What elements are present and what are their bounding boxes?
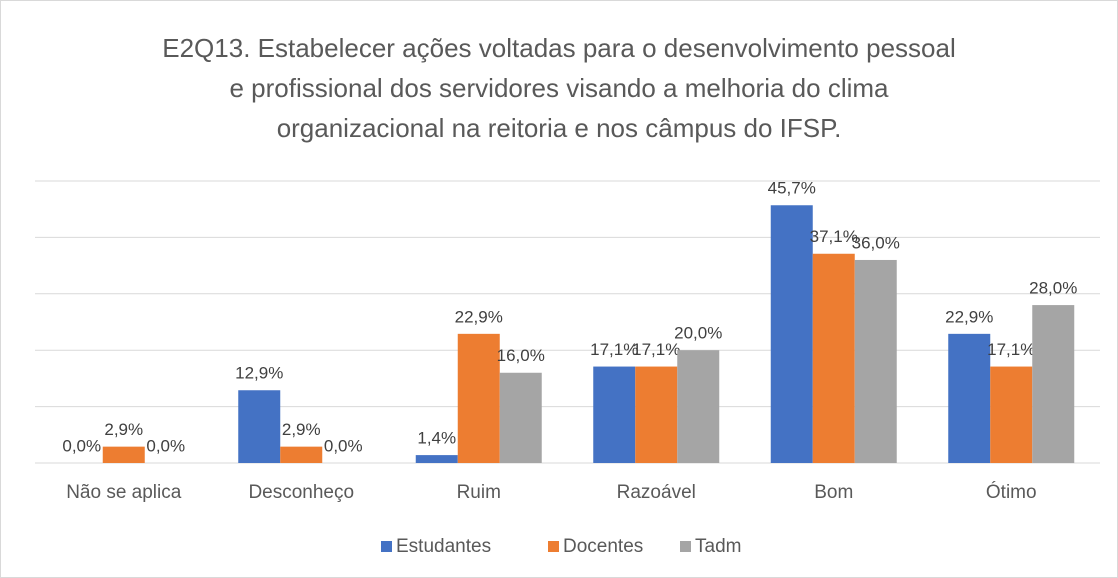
chart-title: organizacional na reitoria e nos câmpus … [277,113,842,143]
legend-label: Tadm [695,536,741,557]
data-label: 37,1% [810,227,858,246]
data-label: 28,0% [1029,279,1077,298]
bar [854,259,897,463]
data-label: 22,9% [945,307,993,326]
bar [635,366,678,463]
bar [415,455,458,463]
data-label: 2,9% [104,420,143,439]
data-label: 17,1% [987,340,1035,359]
x-tick-label: Ótimo [986,481,1037,503]
data-label: 20,0% [674,324,722,343]
data-label: 12,9% [235,364,283,383]
chart-title: E2Q13. Estabelecer ações voltadas para o… [162,33,955,63]
legend-label: Docentes [563,536,643,557]
bar [812,253,855,463]
x-tick-label: Razoável [617,482,696,503]
data-label: 16,0% [497,346,545,365]
legend-swatch [548,541,559,552]
bar [770,205,813,463]
data-label: 22,9% [455,307,503,326]
bar [102,446,145,463]
data-label: 45,7% [768,179,816,198]
bar [499,372,542,463]
x-tick-label: Ruim [457,482,501,503]
bar [457,333,500,463]
chart-title: e profissional dos servidores visando a … [230,73,890,103]
x-tick-label: Bom [814,482,853,503]
legend-swatch [680,541,691,552]
data-label: 36,0% [852,233,900,252]
data-label: 0,0% [146,436,185,455]
x-tick-label: Não se aplica [66,482,182,503]
legend-label: Estudantes [396,536,491,557]
bar [280,446,323,463]
bar [990,366,1033,463]
bar [1032,305,1075,463]
data-label: 17,1% [632,340,680,359]
bar [948,333,991,463]
bar [677,350,720,463]
data-label: 2,9% [282,420,321,439]
legend-swatch [381,541,392,552]
data-label: 17,1% [590,340,638,359]
data-label: 0,0% [324,436,363,455]
data-label: 0,0% [62,436,101,455]
bar [593,366,636,463]
data-label: 1,4% [417,429,456,448]
x-tick-label: Desconheço [248,482,354,503]
bar [238,390,281,463]
